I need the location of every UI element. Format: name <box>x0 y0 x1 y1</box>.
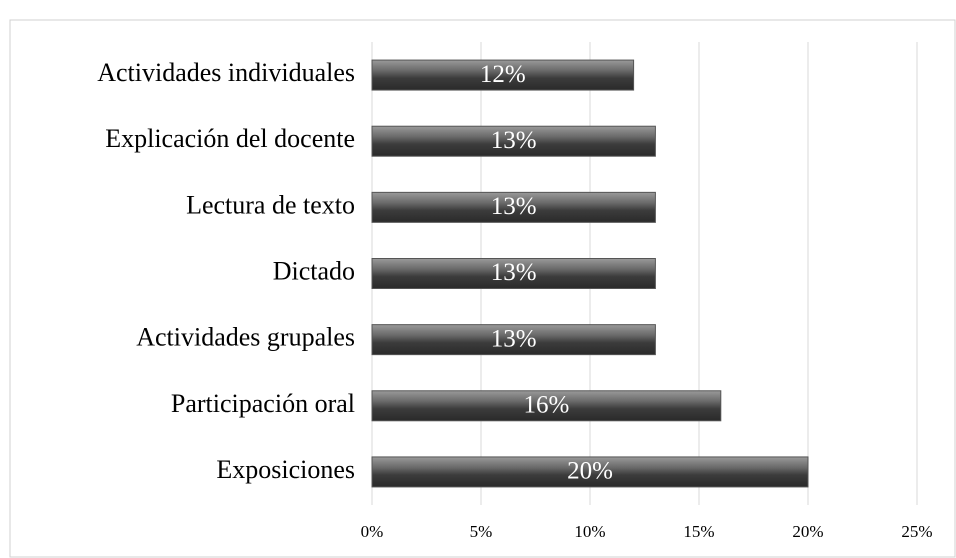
bar <box>371 456 809 488</box>
bar <box>371 125 656 157</box>
x-tick-label: 15% <box>683 522 714 541</box>
bar <box>371 324 656 356</box>
bar <box>371 258 656 289</box>
x-tick-label: 20% <box>792 522 823 541</box>
bar <box>371 191 656 223</box>
data-label: 13% <box>491 193 537 220</box>
x-tick-label: 0% <box>361 522 384 541</box>
data-label: 12% <box>480 61 526 88</box>
category-label: Actividades individuales <box>97 58 355 87</box>
x-tick-label: 5% <box>470 522 493 541</box>
chart-frame <box>9 19 956 558</box>
category-label: Lectura de texto <box>186 190 355 219</box>
data-label: 13% <box>491 127 537 154</box>
data-label: 16% <box>523 392 569 419</box>
category-label: Actividades grupales <box>136 323 355 352</box>
data-label: 20% <box>567 458 613 485</box>
x-tick-label: 25% <box>901 522 932 541</box>
category-label: Dictado <box>273 256 355 285</box>
bar <box>371 390 722 422</box>
data-label: 13% <box>491 259 537 286</box>
bar <box>371 59 635 91</box>
category-label: Exposiciones <box>216 455 355 484</box>
x-tick-label: 10% <box>574 522 605 541</box>
category-label: Participación oral <box>171 389 355 418</box>
category-label: Explicación del docente <box>105 124 355 153</box>
data-label: 13% <box>491 325 537 352</box>
